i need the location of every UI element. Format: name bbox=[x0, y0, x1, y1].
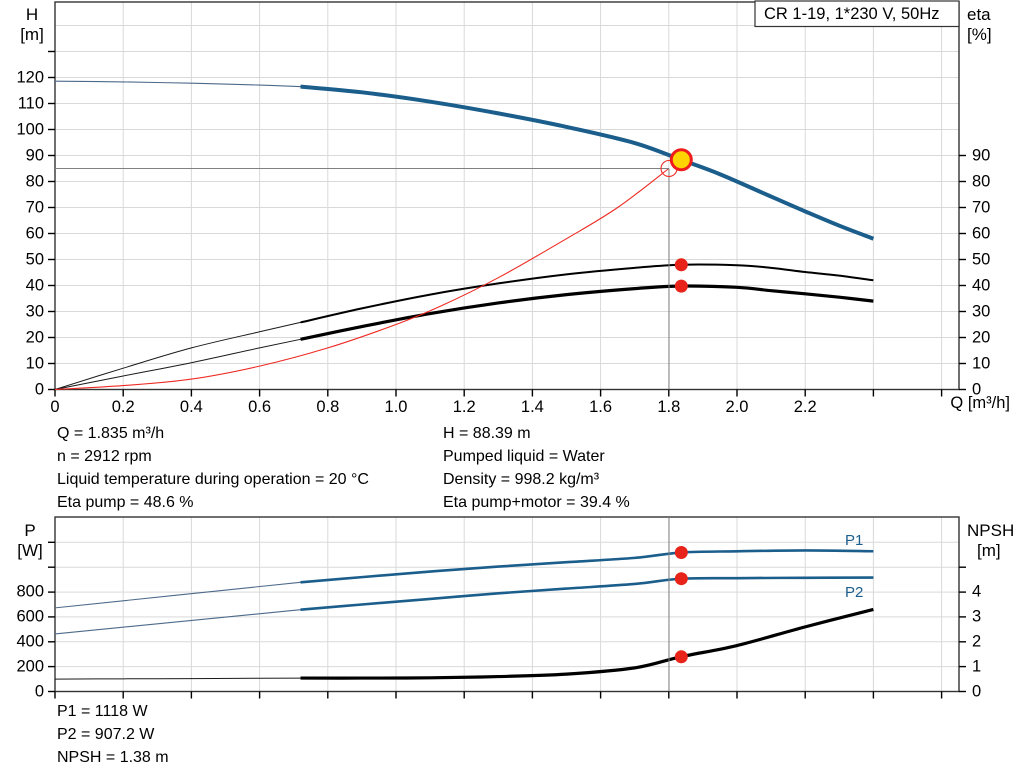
svg-text:30: 30 bbox=[972, 303, 990, 321]
svg-text:30: 30 bbox=[26, 303, 44, 321]
svg-text:n = 2912 rpm: n = 2912 rpm bbox=[57, 448, 152, 465]
svg-text:0: 0 bbox=[35, 381, 44, 399]
svg-text:20: 20 bbox=[972, 329, 990, 347]
svg-text:110: 110 bbox=[18, 95, 44, 113]
svg-text:1.8: 1.8 bbox=[657, 398, 680, 416]
svg-text:800: 800 bbox=[16, 583, 44, 601]
svg-text:1.4: 1.4 bbox=[521, 398, 544, 416]
svg-text:0.2: 0.2 bbox=[112, 398, 135, 416]
svg-text:20: 20 bbox=[26, 329, 44, 347]
svg-text:Liquid temperature during oper: Liquid temperature during operation = 20… bbox=[57, 471, 369, 488]
svg-text:1: 1 bbox=[972, 658, 981, 676]
svg-text:0.8: 0.8 bbox=[316, 398, 339, 416]
svg-text:Density = 998.2 kg/m³: Density = 998.2 kg/m³ bbox=[443, 471, 600, 488]
svg-text:1.0: 1.0 bbox=[385, 398, 408, 416]
svg-text:100: 100 bbox=[16, 121, 44, 139]
svg-text:[m]: [m] bbox=[20, 25, 44, 44]
svg-text:0.6: 0.6 bbox=[248, 398, 271, 416]
svg-text:H = 88.39 m: H = 88.39 m bbox=[443, 425, 531, 442]
svg-text:90: 90 bbox=[26, 147, 44, 165]
svg-text:600: 600 bbox=[16, 608, 44, 626]
svg-text:120: 120 bbox=[16, 69, 44, 87]
svg-text:eta: eta bbox=[967, 5, 991, 24]
svg-text:400: 400 bbox=[16, 633, 44, 651]
svg-text:90: 90 bbox=[972, 147, 990, 165]
svg-text:0: 0 bbox=[35, 683, 44, 701]
svg-text:Q [m³/h]: Q [m³/h] bbox=[950, 394, 1010, 412]
svg-text:60: 60 bbox=[26, 225, 44, 243]
svg-text:80: 80 bbox=[972, 173, 990, 191]
svg-text:Q = 1.835 m³/h: Q = 1.835 m³/h bbox=[57, 425, 164, 442]
svg-text:0.4: 0.4 bbox=[180, 398, 203, 416]
svg-text:0: 0 bbox=[50, 398, 59, 416]
svg-text:2.2: 2.2 bbox=[794, 398, 817, 416]
svg-text:60: 60 bbox=[972, 225, 990, 243]
svg-text:10: 10 bbox=[972, 355, 990, 373]
svg-text:4: 4 bbox=[972, 583, 981, 601]
svg-text:10: 10 bbox=[26, 355, 44, 373]
svg-text:[m]: [m] bbox=[977, 541, 1001, 560]
svg-text:40: 40 bbox=[26, 277, 44, 295]
svg-text:Pumped liquid = Water: Pumped liquid = Water bbox=[443, 448, 605, 465]
svg-text:40: 40 bbox=[972, 277, 990, 295]
svg-text:50: 50 bbox=[26, 251, 44, 269]
svg-text:2: 2 bbox=[972, 633, 981, 651]
svg-text:1.6: 1.6 bbox=[589, 398, 612, 416]
svg-text:[%]: [%] bbox=[967, 25, 992, 44]
svg-text:70: 70 bbox=[26, 199, 44, 217]
svg-text:Eta pump = 48.6 %: Eta pump = 48.6 % bbox=[57, 494, 194, 511]
svg-text:NPSH: NPSH bbox=[967, 521, 1014, 540]
svg-text:CR 1-19, 1*230 V, 50Hz: CR 1-19, 1*230 V, 50Hz bbox=[764, 5, 940, 23]
svg-text:70: 70 bbox=[972, 199, 990, 217]
svg-text:H: H bbox=[26, 5, 38, 24]
svg-text:3: 3 bbox=[972, 608, 981, 626]
svg-text:NPSH = 1.38 m: NPSH = 1.38 m bbox=[57, 749, 169, 766]
svg-text:P2 = 907.2 W: P2 = 907.2 W bbox=[57, 726, 155, 743]
svg-text:1.2: 1.2 bbox=[453, 398, 476, 416]
svg-text:[W]: [W] bbox=[17, 541, 43, 560]
svg-text:2.0: 2.0 bbox=[726, 398, 749, 416]
svg-text:80: 80 bbox=[26, 173, 44, 191]
svg-text:Eta pump+motor = 39.4 %: Eta pump+motor = 39.4 % bbox=[443, 494, 630, 511]
svg-text:50: 50 bbox=[972, 251, 990, 269]
svg-text:0: 0 bbox=[972, 683, 981, 701]
svg-text:P1: P1 bbox=[845, 532, 863, 549]
svg-text:200: 200 bbox=[16, 658, 44, 676]
svg-text:P2: P2 bbox=[845, 584, 863, 601]
svg-text:P1 = 1118 W: P1 = 1118 W bbox=[57, 703, 148, 720]
svg-text:P: P bbox=[24, 521, 35, 540]
